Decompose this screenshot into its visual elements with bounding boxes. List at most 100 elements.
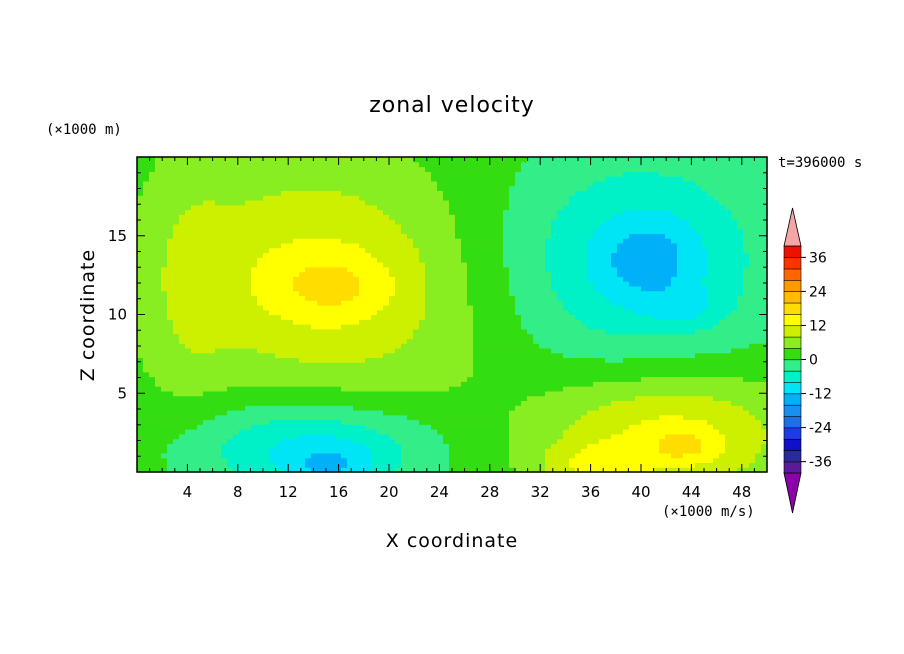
field-cell xyxy=(371,195,378,201)
field-cell xyxy=(215,376,222,382)
field-cell xyxy=(209,452,216,459)
field-cell xyxy=(479,433,486,440)
field-cell xyxy=(239,190,246,196)
field-cell xyxy=(533,433,540,440)
field-cell xyxy=(539,319,546,325)
field-cell xyxy=(581,309,588,316)
field-cell xyxy=(305,180,312,187)
field-cell xyxy=(215,247,222,254)
field-cell xyxy=(155,204,162,211)
field-cell xyxy=(185,252,192,258)
field-cell xyxy=(293,214,300,220)
field-cell xyxy=(167,395,174,402)
field-cell xyxy=(143,343,150,349)
field-cell xyxy=(485,467,492,473)
field-cell xyxy=(521,347,528,354)
field-cell xyxy=(155,419,162,425)
field-cell xyxy=(365,443,372,449)
field-cell xyxy=(311,300,318,306)
field-cell xyxy=(551,457,558,464)
field-cell xyxy=(443,457,450,464)
field-cell xyxy=(359,266,366,273)
field-cell xyxy=(497,433,504,440)
field-cell xyxy=(341,452,348,459)
field-cell xyxy=(503,304,510,311)
field-cell xyxy=(161,285,168,292)
field-cell xyxy=(491,438,498,444)
field-cell xyxy=(215,233,222,239)
field-cell xyxy=(575,457,582,464)
field-cell xyxy=(527,467,534,473)
field-cell xyxy=(515,381,522,387)
field-cell xyxy=(347,443,354,449)
field-cell xyxy=(401,352,408,359)
field-cell xyxy=(263,166,270,172)
field-cell xyxy=(221,452,228,459)
field-cell xyxy=(299,161,306,168)
field-cell xyxy=(557,333,564,339)
field-cell xyxy=(515,419,522,425)
field-cell xyxy=(209,266,216,273)
field-cell xyxy=(245,266,252,273)
field-cell xyxy=(371,262,378,268)
field-cell xyxy=(455,467,462,473)
field-cell xyxy=(143,195,150,201)
field-cell xyxy=(437,438,444,444)
field-cell xyxy=(389,242,396,249)
field-cell xyxy=(491,257,498,263)
field-cell xyxy=(347,324,354,330)
field-cell xyxy=(437,228,444,234)
field-cell xyxy=(179,438,186,444)
field-cell xyxy=(203,390,210,397)
field-cell xyxy=(545,319,552,325)
field-cell xyxy=(383,429,390,435)
field-cell xyxy=(383,390,390,397)
field-cell xyxy=(467,157,474,163)
field-cell xyxy=(557,352,564,359)
field-cell xyxy=(329,386,336,392)
field-cell xyxy=(137,409,144,416)
field-cell xyxy=(563,238,570,244)
field-cell xyxy=(161,367,168,373)
field-cell xyxy=(509,295,516,301)
field-cell xyxy=(365,290,372,297)
field-cell xyxy=(233,376,240,382)
field-cell xyxy=(305,462,312,468)
field-cell xyxy=(203,195,210,201)
field-cell xyxy=(533,448,540,454)
field-cell xyxy=(155,285,162,292)
field-cell xyxy=(305,328,312,335)
field-cell xyxy=(185,176,192,182)
field-cell xyxy=(233,166,240,172)
field-cell xyxy=(257,314,264,320)
field-cell xyxy=(365,223,372,230)
field-cell xyxy=(209,190,216,196)
field-cell xyxy=(461,276,468,282)
field-cell xyxy=(155,223,162,230)
field-cell xyxy=(299,304,306,311)
field-cell xyxy=(263,390,270,397)
field-cell xyxy=(269,452,276,459)
field-cell xyxy=(395,233,402,239)
field-cell xyxy=(563,276,570,282)
field-cell xyxy=(179,309,186,316)
field-cell xyxy=(509,362,516,368)
field-cell xyxy=(467,295,474,301)
field-cell xyxy=(545,190,552,196)
field-cell xyxy=(311,443,318,449)
field-cell xyxy=(437,304,444,311)
field-cell xyxy=(221,362,228,368)
field-cell xyxy=(533,443,540,449)
field-cell xyxy=(503,223,510,230)
field-cell xyxy=(317,157,324,163)
field-cell xyxy=(347,242,354,249)
field-cell xyxy=(263,295,270,301)
field-cell xyxy=(557,266,564,273)
field-cell xyxy=(173,405,180,411)
field-cell xyxy=(263,405,270,411)
field-cell xyxy=(347,266,354,273)
field-cell xyxy=(317,309,324,316)
field-cell xyxy=(257,300,264,306)
field-cell xyxy=(215,171,222,177)
field-cell xyxy=(215,209,222,215)
